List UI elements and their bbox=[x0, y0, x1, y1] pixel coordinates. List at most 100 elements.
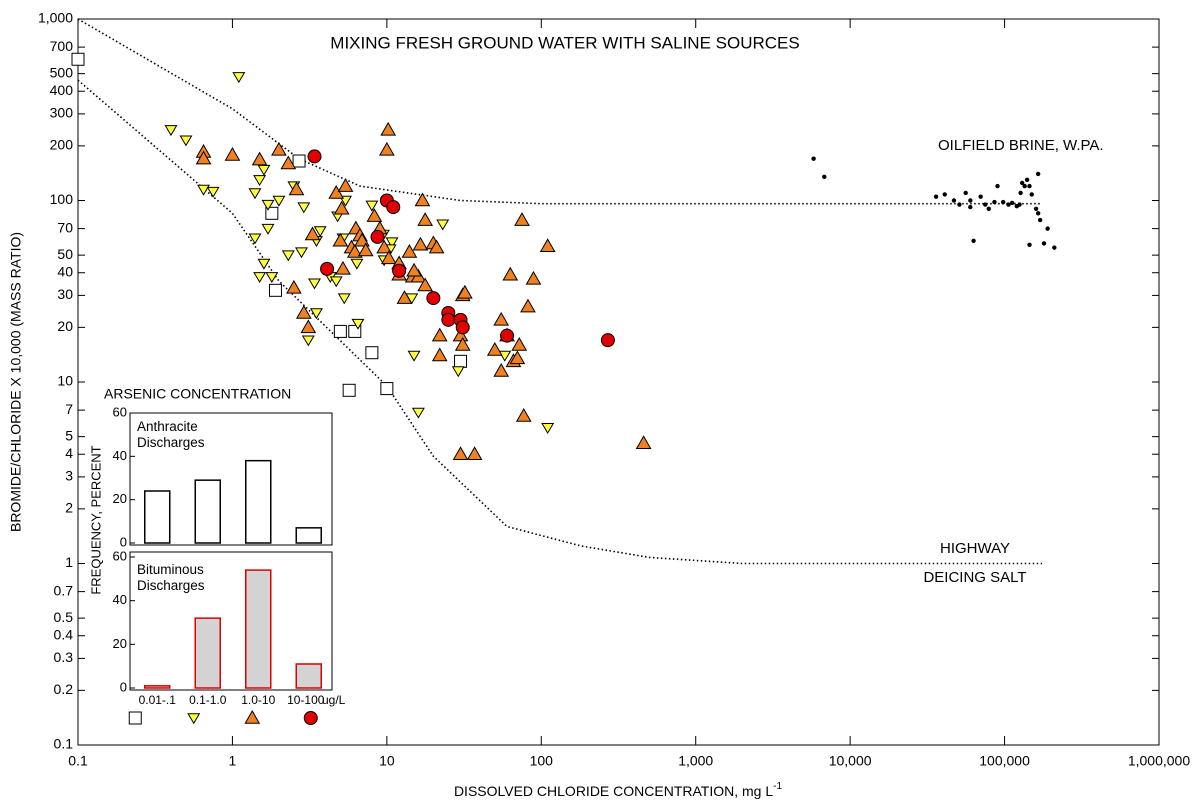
triangle-up-marker bbox=[378, 141, 395, 156]
triangle-up-marker bbox=[295, 304, 312, 319]
square-marker bbox=[365, 346, 379, 360]
dot-marker bbox=[978, 194, 983, 199]
circle-marker bbox=[392, 263, 407, 278]
y-tick-label: 1 bbox=[65, 554, 73, 570]
y-tick-label: 7 bbox=[65, 401, 73, 417]
inset-y-tick-label: 0 bbox=[120, 679, 127, 694]
dot-marker bbox=[971, 238, 976, 243]
inset-title: Bituminous Discharges bbox=[137, 562, 205, 593]
inset-y-label: FREQUENCY, PERCENT bbox=[88, 445, 103, 594]
triangle-down-marker bbox=[265, 272, 279, 284]
bar bbox=[194, 617, 221, 689]
inset-title: Anthracite Discharges bbox=[137, 419, 205, 450]
bar bbox=[194, 479, 221, 544]
square-marker bbox=[333, 324, 347, 338]
triangle-up-marker bbox=[520, 298, 536, 313]
dot-marker bbox=[1052, 245, 1057, 250]
dot-marker bbox=[963, 190, 968, 196]
x-tick-label: 0.1 bbox=[68, 753, 88, 769]
triangle-up-marker bbox=[452, 446, 469, 460]
bar bbox=[295, 663, 322, 689]
triangle-down-marker bbox=[498, 350, 512, 362]
triangle-up-marker bbox=[380, 250, 397, 265]
triangle-up-marker bbox=[509, 350, 526, 365]
triangle-down-marker bbox=[248, 233, 262, 245]
x-tick-label: 1,000,000 bbox=[1128, 753, 1190, 769]
legend-marker bbox=[187, 713, 201, 725]
bar bbox=[245, 569, 272, 689]
dot-marker bbox=[1006, 202, 1011, 207]
y-tick-label: 0.4 bbox=[54, 626, 74, 642]
dot-marker bbox=[1001, 199, 1006, 205]
triangle-down-marker bbox=[301, 335, 315, 347]
annotation: OILFIELD BRINE, W.PA. bbox=[938, 137, 1104, 154]
triangle-down-marker bbox=[365, 200, 379, 212]
triangle-down-marker bbox=[248, 188, 262, 200]
triangle-down-marker bbox=[337, 293, 351, 305]
inset-x-unit: ug/L bbox=[322, 693, 346, 707]
y-tick-label: 400 bbox=[50, 82, 74, 98]
annotation: DEICING SALT bbox=[923, 569, 1026, 586]
square-marker bbox=[380, 382, 394, 396]
circle-marker bbox=[307, 149, 322, 164]
dot-marker bbox=[995, 183, 1000, 189]
dot-marker bbox=[968, 204, 973, 210]
triangle-up-marker bbox=[195, 150, 212, 165]
triangle-up-marker bbox=[417, 277, 434, 292]
square-marker bbox=[454, 354, 468, 368]
circle-marker bbox=[455, 320, 470, 335]
triangle-up-marker bbox=[454, 336, 471, 351]
y-tick-label: 5 bbox=[65, 427, 73, 443]
inset-x-tick-label: 10-100 bbox=[287, 693, 325, 707]
x-axis-label-sup: -1 bbox=[773, 781, 782, 792]
triangle-down-marker bbox=[257, 258, 271, 270]
inset-y-tick-label: 40 bbox=[113, 448, 127, 463]
triangle-up-marker bbox=[486, 342, 503, 356]
triangle-down-marker bbox=[261, 199, 275, 211]
triangle-up-marker bbox=[401, 244, 418, 258]
triangle-down-marker bbox=[451, 366, 465, 378]
circle-marker bbox=[320, 261, 335, 276]
triangle-down-marker bbox=[206, 186, 220, 198]
triangle-up-marker bbox=[457, 284, 473, 299]
dot-marker bbox=[1019, 180, 1025, 186]
inset-y-tick-label: 20 bbox=[113, 636, 127, 651]
dot-marker bbox=[933, 194, 939, 199]
triangle-up-marker bbox=[333, 200, 350, 215]
triangle-up-marker bbox=[328, 184, 345, 199]
triangle-up-marker bbox=[493, 311, 510, 326]
square-marker bbox=[265, 206, 279, 220]
triangle-up-marker bbox=[354, 232, 370, 247]
y-tick-label: 20 bbox=[57, 318, 73, 334]
y-tick-label: 300 bbox=[50, 105, 74, 121]
triangle-up-marker bbox=[414, 192, 431, 207]
dot-marker bbox=[1035, 211, 1041, 216]
x-axis-label: DISSOLVED CHLORIDE CONCENTRATION, mg L-1 bbox=[454, 781, 783, 799]
triangle-down-marker bbox=[164, 125, 178, 137]
dot-marker bbox=[992, 199, 997, 205]
y-tick-label: 50 bbox=[57, 246, 73, 262]
bar bbox=[144, 685, 171, 689]
triangle-up-marker bbox=[431, 327, 448, 342]
triangle-up-marker bbox=[431, 347, 448, 362]
triangle-down-marker bbox=[411, 407, 425, 419]
legend-marker bbox=[303, 711, 318, 725]
square-marker bbox=[71, 52, 85, 66]
y-tick-label: 40 bbox=[57, 263, 73, 279]
triangle-down-marker bbox=[407, 350, 421, 362]
dot-marker bbox=[983, 202, 988, 207]
dot-marker bbox=[1024, 177, 1030, 183]
legend-marker bbox=[128, 711, 142, 725]
triangle-up-marker bbox=[376, 239, 392, 254]
triangle-up-marker bbox=[332, 232, 349, 247]
triangle-up-marker bbox=[335, 260, 351, 275]
dot-marker bbox=[1027, 242, 1032, 248]
triangle-down-marker bbox=[257, 164, 271, 176]
dot-marker bbox=[1027, 183, 1032, 189]
triangle-up-marker bbox=[366, 208, 383, 222]
triangle-up-marker bbox=[286, 279, 302, 294]
triangle-down-marker bbox=[272, 195, 286, 207]
mixing-curve bbox=[77, 79, 1043, 565]
